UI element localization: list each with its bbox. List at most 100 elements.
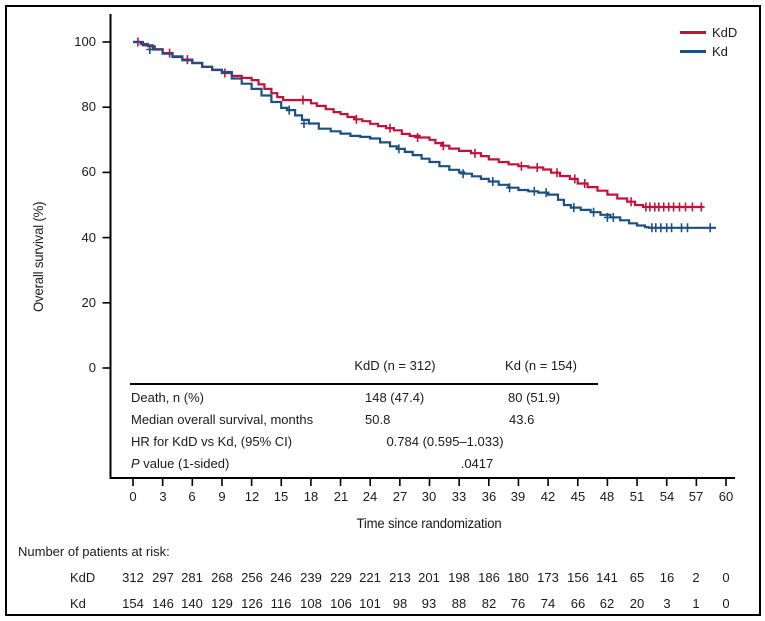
at-risk-value: 101 (359, 596, 381, 611)
at-risk-value: 98 (392, 596, 408, 611)
x-tick-label: 24 (362, 489, 378, 504)
legend-label-kd: Kd (712, 44, 728, 59)
x-tick-label: 39 (510, 489, 526, 504)
y-tick-label: 20 (81, 295, 96, 310)
censor-marks-kdd (134, 37, 705, 212)
stats-value-median-kdd: 50.8 (365, 412, 391, 427)
x-tick-label: 27 (392, 489, 408, 504)
at-risk-value: 74 (540, 596, 556, 611)
at-risk-value: 256 (241, 570, 263, 585)
at-risk-value: 0 (722, 596, 730, 611)
at-risk-value: 213 (389, 570, 411, 585)
figure-frame (5, 5, 761, 616)
at-risk-value: 126 (241, 596, 263, 611)
at-risk-value: 93 (421, 596, 437, 611)
at-risk-value: 140 (181, 596, 203, 611)
at-risk-value: 229 (330, 570, 352, 585)
at-risk-value: 106 (330, 596, 352, 611)
at-risk-value: 82 (481, 596, 497, 611)
x-tick-label: 0 (129, 489, 137, 504)
stats-row-label-death: Death, n (%) (131, 390, 204, 405)
x-tick-label: 45 (570, 489, 586, 504)
legend-swatch-kdd (680, 31, 706, 34)
stats-row-label-hr: HR for KdD vs Kd, (95% CI) (131, 434, 293, 449)
at-risk-value: 16 (659, 570, 675, 585)
pvalue-label-rest: value (1-sided) (139, 456, 230, 471)
at-risk-value: 154 (122, 596, 144, 611)
x-tick-label: 18 (303, 489, 319, 504)
at-risk-value: 281 (181, 570, 203, 585)
at-risk-value: 268 (211, 570, 233, 585)
at-risk-value: 146 (152, 596, 174, 611)
at-risk-value: 3 (663, 596, 671, 611)
y-tick-label: 80 (81, 99, 96, 114)
at-risk-value: 312 (122, 570, 144, 585)
stats-col-header-kd: Kd (n = 154) (505, 358, 577, 373)
y-tick-label: 40 (81, 230, 96, 245)
y-tick-label: 100 (74, 34, 96, 49)
y-tick-label: 0 (88, 360, 96, 375)
x-tick-label: 6 (188, 489, 196, 504)
x-tick-label: 12 (244, 489, 260, 504)
stats-col-header-kdd: KdD (n = 312) (354, 358, 436, 373)
legend-label-kdd: KdD (712, 25, 738, 40)
x-tick-label: 15 (273, 489, 289, 504)
at-risk-value: 156 (567, 570, 589, 585)
stats-value-pvalue: .0417 (460, 456, 494, 471)
stats-table-rule (130, 383, 598, 385)
stats-value-death-kd: 80 (51.9) (508, 390, 561, 405)
at-risk-value: 129 (211, 596, 233, 611)
y-axis-title: Overall survival (%) (30, 201, 46, 312)
stats-row-label-pvalue: P value (1-sided) (131, 456, 229, 472)
stats-value-median-kd: 43.6 (509, 412, 535, 427)
x-tick-label: 33 (451, 489, 467, 504)
at-risk-value: 297 (152, 570, 174, 585)
at-risk-row-label-kd: Kd (70, 596, 86, 611)
y-tick-label: 60 (81, 164, 96, 179)
at-risk-title: Number of patients at risk: (18, 544, 170, 559)
at-risk-value: 198 (448, 570, 470, 585)
at-risk-value: 246 (270, 570, 292, 585)
at-risk-value: 65 (629, 570, 645, 585)
x-tick-label: 60 (718, 489, 734, 504)
at-risk-value: 116 (270, 596, 292, 611)
stats-row-label-median: Median overall survival, months (131, 412, 314, 427)
at-risk-value: 66 (570, 596, 586, 611)
at-risk-value: 173 (537, 570, 559, 585)
x-tick-label: 57 (688, 489, 704, 504)
at-risk-value: 108 (300, 596, 322, 611)
at-risk-value: 2 (692, 570, 700, 585)
x-tick-label: 3 (159, 489, 167, 504)
x-axis-title: Time since randomization (356, 515, 502, 531)
at-risk-value: 20 (629, 596, 645, 611)
at-risk-value: 76 (510, 596, 526, 611)
at-risk-value: 186 (478, 570, 500, 585)
at-risk-value: 239 (300, 570, 322, 585)
legend-swatch-kd (680, 50, 706, 53)
at-risk-value: 62 (599, 596, 615, 611)
km-curve-kd (133, 40, 717, 229)
at-risk-row-label-kdd: KdD (70, 570, 96, 585)
at-risk-value: 0 (722, 570, 730, 585)
at-risk-value: 201 (418, 570, 440, 585)
x-tick-label: 54 (659, 489, 675, 504)
pvalue-italic-p: P (131, 456, 140, 471)
at-risk-value: 221 (359, 570, 381, 585)
stats-value-hr: 0.784 (0.595–1.033) (386, 434, 504, 449)
x-tick-label: 30 (421, 489, 437, 504)
censor-marks-kd (146, 45, 714, 233)
at-risk-value: 180 (507, 570, 529, 585)
at-risk-value: 88 (451, 596, 467, 611)
x-tick-label: 42 (540, 489, 556, 504)
x-tick-label: 36 (481, 489, 497, 504)
x-tick-label: 51 (629, 489, 645, 504)
km-curve-kdd (133, 40, 704, 209)
at-risk-value: 1 (692, 596, 700, 611)
x-tick-label: 9 (218, 489, 226, 504)
x-tick-label: 21 (333, 489, 349, 504)
x-tick-label: 48 (599, 489, 615, 504)
stats-value-death-kdd: 148 (47.4) (365, 390, 425, 405)
at-risk-value: 141 (596, 570, 618, 585)
